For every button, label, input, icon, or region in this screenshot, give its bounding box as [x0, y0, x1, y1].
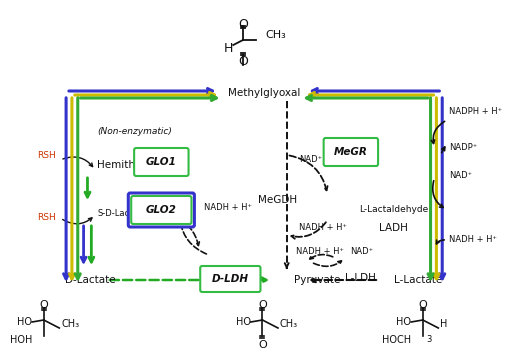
Text: NADH + H⁺: NADH + H⁺ — [204, 204, 252, 213]
Text: (Non-enzymatic): (Non-enzymatic) — [97, 127, 172, 136]
Text: HOH: HOH — [10, 335, 32, 345]
Text: O: O — [258, 300, 267, 310]
Text: O: O — [418, 300, 427, 310]
Text: L-LDH: L-LDH — [345, 273, 376, 283]
Text: RSH: RSH — [37, 214, 56, 223]
Text: GLO1: GLO1 — [146, 157, 177, 167]
Text: L-Lactate: L-Lactate — [394, 275, 442, 285]
Text: 3: 3 — [426, 336, 432, 345]
Text: O: O — [238, 55, 248, 68]
Text: LADH: LADH — [379, 223, 408, 233]
Text: RSH: RSH — [37, 150, 56, 159]
Text: MeGDH: MeGDH — [258, 195, 296, 205]
FancyBboxPatch shape — [200, 266, 261, 292]
Text: CH₃: CH₃ — [280, 319, 298, 329]
Text: HO: HO — [17, 317, 32, 327]
Text: O: O — [238, 18, 248, 31]
Text: L-Lactaldehyde: L-Lactaldehyde — [359, 205, 429, 214]
Text: NADPH + H⁺: NADPH + H⁺ — [449, 107, 502, 117]
Text: Methylglyoxal: Methylglyoxal — [228, 88, 301, 98]
FancyBboxPatch shape — [129, 193, 195, 227]
Text: NADH + H⁺: NADH + H⁺ — [300, 224, 347, 233]
Text: H: H — [224, 42, 233, 55]
Text: NAD⁺: NAD⁺ — [300, 155, 323, 164]
FancyBboxPatch shape — [131, 196, 191, 224]
Text: GLO2: GLO2 — [146, 205, 177, 215]
Text: S-D-Lactoyl-conjggate: S-D-Lactoyl-conjggate — [97, 209, 190, 218]
Text: CH₃: CH₃ — [265, 30, 286, 40]
Text: H: H — [440, 319, 447, 329]
Text: O: O — [39, 300, 48, 310]
Text: HOCH: HOCH — [382, 335, 411, 345]
Text: NADH + H⁺: NADH + H⁺ — [449, 236, 497, 244]
Text: HO: HO — [396, 317, 411, 327]
FancyBboxPatch shape — [134, 148, 188, 176]
Text: NAD⁺: NAD⁺ — [449, 171, 472, 180]
FancyBboxPatch shape — [324, 138, 378, 166]
Text: NADP⁺: NADP⁺ — [449, 144, 477, 153]
Text: D-Lactate: D-Lactate — [65, 275, 116, 285]
Text: Pyruvate: Pyruvate — [294, 275, 341, 285]
Text: NAD⁺: NAD⁺ — [350, 247, 373, 256]
Text: MeGR: MeGR — [334, 147, 368, 157]
Text: CH₃: CH₃ — [61, 319, 79, 329]
Text: HO: HO — [236, 317, 251, 327]
Text: O: O — [258, 340, 267, 350]
Text: Hemithioacetal: Hemithioacetal — [97, 160, 177, 170]
Text: NADH + H⁺: NADH + H⁺ — [296, 247, 345, 256]
Text: NAD⁺: NAD⁺ — [167, 204, 190, 213]
Text: D-LDH: D-LDH — [212, 274, 249, 284]
